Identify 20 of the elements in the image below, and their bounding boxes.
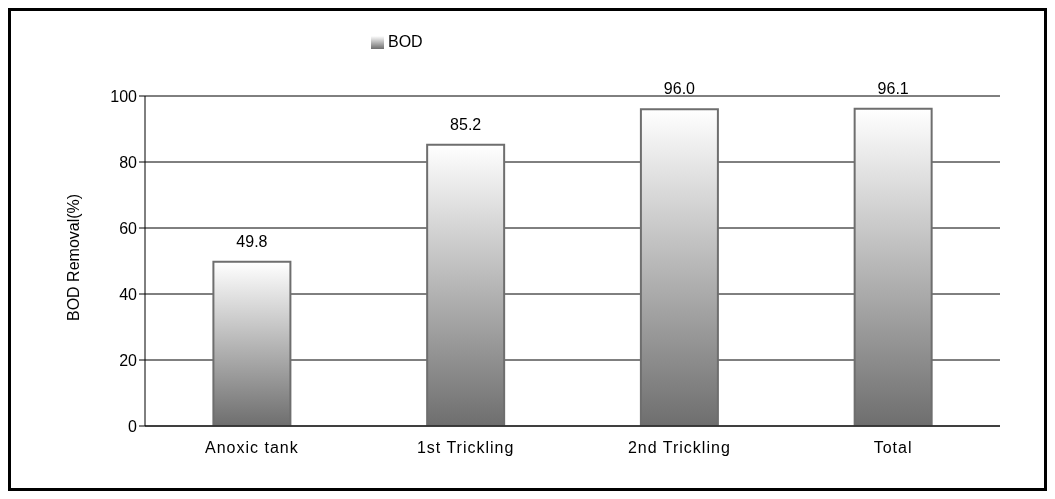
bar: [853, 107, 933, 426]
x-tick-label: 2nd Trickling: [627, 439, 731, 457]
text: 85.2: [450, 115, 482, 133]
text: 96.0: [663, 80, 695, 98]
y-tick-label: 80: [119, 153, 138, 171]
x-tick-label: Anoxic tank: [205, 439, 299, 457]
bar: [426, 143, 506, 426]
text: 49.8: [236, 232, 268, 250]
y-tick-label: 100: [110, 87, 138, 105]
y-axis-title: BOD Removal(%): [64, 193, 82, 321]
x-tick-label: 1st Trickling: [416, 439, 515, 457]
legend-label: BOD: [388, 33, 423, 50]
y-tick-label: 0: [128, 417, 138, 435]
x-tick-label: Total: [873, 439, 913, 457]
y-tick-label: 40: [119, 285, 138, 303]
text: 96.1: [877, 79, 909, 97]
bar: [639, 108, 719, 426]
y-tick-label: 60: [119, 219, 138, 237]
bar: [212, 260, 292, 426]
y-tick-label: 20: [119, 351, 138, 369]
